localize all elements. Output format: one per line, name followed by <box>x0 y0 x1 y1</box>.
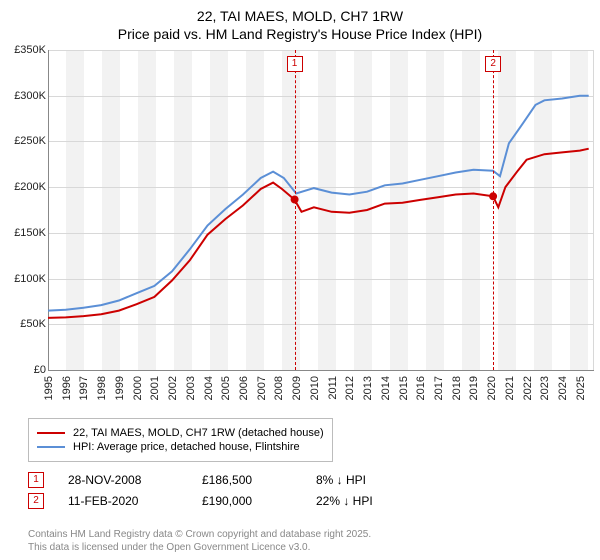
legend-label: HPI: Average price, detached house, Flin… <box>73 441 300 453</box>
y-tick-label: £300K <box>6 90 46 102</box>
x-tick-label: 2001 <box>149 376 161 400</box>
x-tick-label: 2022 <box>522 376 534 400</box>
y-tick-label: £100K <box>6 273 46 285</box>
x-tick-label: 2024 <box>557 376 569 400</box>
y-tick-label: £150K <box>6 227 46 239</box>
x-tick-label: 2017 <box>433 376 445 400</box>
x-tick-label: 2018 <box>451 376 463 400</box>
x-tick-label: 2019 <box>468 376 480 400</box>
legend-swatch <box>37 432 65 434</box>
y-tick-label: £200K <box>6 181 46 193</box>
x-tick-label: 2007 <box>256 376 268 400</box>
x-tick-label: 2020 <box>486 376 498 400</box>
series-line <box>48 96 589 311</box>
sale-marker-box: 2 <box>485 56 501 72</box>
x-tick-label: 2013 <box>362 376 374 400</box>
y-tick-label: £250K <box>6 135 46 147</box>
sale-price: £190,000 <box>202 494 292 508</box>
legend: 22, TAI MAES, MOLD, CH7 1RW (detached ho… <box>28 418 333 462</box>
footer-line2: This data is licensed under the Open Gov… <box>28 541 371 554</box>
legend-row: HPI: Average price, detached house, Flin… <box>37 441 324 453</box>
plot-svg <box>48 50 594 370</box>
sale-diff: 22% ↓ HPI <box>316 494 373 508</box>
x-tick-label: 2000 <box>132 376 144 400</box>
x-tick-label: 2008 <box>273 376 285 400</box>
sales-table: 1 28-NOV-2008 £186,500 8% ↓ HPI 2 11-FEB-2020… <box>28 472 588 509</box>
chart-area: £0£50K£100K£150K£200K£250K£300K£350K 199… <box>6 50 594 408</box>
x-tick-label: 1999 <box>114 376 126 400</box>
x-tick-label: 2010 <box>309 376 321 400</box>
sale-num-box: 1 <box>28 472 44 488</box>
x-tick-label: 2015 <box>398 376 410 400</box>
y-tick-label: £50K <box>6 318 46 330</box>
sale-price: £186,500 <box>202 473 292 487</box>
x-tick-label: 2003 <box>185 376 197 400</box>
x-tick-label: 1995 <box>43 376 55 400</box>
chart-title-block: 22, TAI MAES, MOLD, CH7 1RW Price paid v… <box>0 0 600 42</box>
x-tick-label: 1997 <box>78 376 90 400</box>
sale-date: 11-FEB-2020 <box>68 494 178 508</box>
footer-line1: Contains HM Land Registry data © Crown c… <box>28 528 371 541</box>
x-tick-label: 2011 <box>327 376 339 400</box>
y-tick-label: £350K <box>6 44 46 56</box>
x-tick-label: 2023 <box>539 376 551 400</box>
y-tick-label: £0 <box>6 364 46 376</box>
x-tick-label: 2002 <box>167 376 179 400</box>
legend-row: 22, TAI MAES, MOLD, CH7 1RW (detached ho… <box>37 427 324 439</box>
x-tick-label: 2016 <box>415 376 427 400</box>
series-line <box>48 149 589 318</box>
sale-row: 2 11-FEB-2020 £190,000 22% ↓ HPI <box>28 493 588 509</box>
x-tick-label: 2005 <box>220 376 232 400</box>
x-axis <box>48 370 594 371</box>
legend-label: 22, TAI MAES, MOLD, CH7 1RW (detached ho… <box>73 427 324 439</box>
sale-diff: 8% ↓ HPI <box>316 473 366 487</box>
x-tick-label: 2004 <box>203 376 215 400</box>
x-tick-label: 2025 <box>575 376 587 400</box>
legend-swatch <box>37 446 65 448</box>
sale-date: 28-NOV-2008 <box>68 473 178 487</box>
footer-attribution: Contains HM Land Registry data © Crown c… <box>28 528 371 554</box>
bottom-block: 22, TAI MAES, MOLD, CH7 1RW (detached ho… <box>28 418 588 514</box>
sale-row: 1 28-NOV-2008 £186,500 8% ↓ HPI <box>28 472 588 488</box>
title-address: 22, TAI MAES, MOLD, CH7 1RW <box>0 8 600 24</box>
x-tick-label: 2006 <box>238 376 250 400</box>
title-subtitle: Price paid vs. HM Land Registry's House … <box>0 26 600 42</box>
sale-num-box: 2 <box>28 493 44 509</box>
sale-marker-line <box>493 50 494 370</box>
x-tick-label: 1996 <box>61 376 73 400</box>
sale-marker-box: 1 <box>287 56 303 72</box>
x-tick-label: 2009 <box>291 376 303 400</box>
x-tick-label: 2014 <box>380 376 392 400</box>
x-tick-label: 2021 <box>504 376 516 400</box>
sale-marker-line <box>295 50 296 370</box>
x-tick-label: 1998 <box>96 376 108 400</box>
x-tick-label: 2012 <box>344 376 356 400</box>
